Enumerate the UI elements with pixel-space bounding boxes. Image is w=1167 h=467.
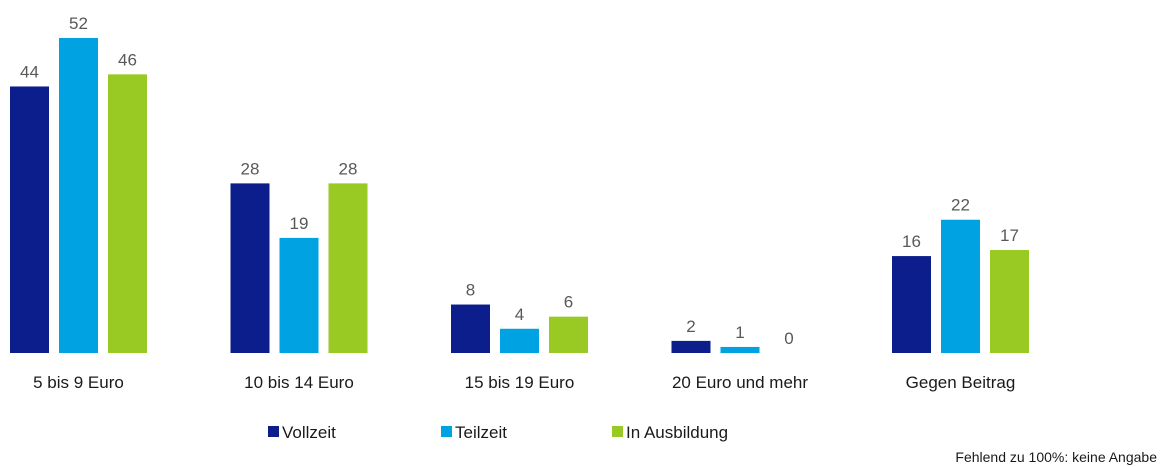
bar xyxy=(990,250,1029,353)
bar xyxy=(500,328,539,353)
legend-label: In Ausbildung xyxy=(626,423,728,442)
bar xyxy=(328,183,368,353)
bar xyxy=(671,340,711,353)
legend-label: Teilzeit xyxy=(455,423,507,442)
value-label: 1 xyxy=(735,323,744,342)
bar xyxy=(549,316,588,353)
value-label: 46 xyxy=(118,50,137,69)
value-label: 17 xyxy=(1000,226,1019,245)
legend-label: Vollzeit xyxy=(282,423,336,442)
bar xyxy=(59,38,98,353)
legend-swatch xyxy=(268,426,279,437)
value-label: 0 xyxy=(784,329,793,348)
value-label: 44 xyxy=(20,62,39,81)
bar xyxy=(10,86,49,353)
value-label: 16 xyxy=(902,232,921,251)
legend-swatch xyxy=(612,426,623,437)
value-label: 8 xyxy=(466,281,475,300)
value-label: 28 xyxy=(339,159,358,178)
footnote: Fehlend zu 100%: keine Angabe xyxy=(955,449,1157,465)
value-label: 6 xyxy=(564,293,573,312)
bar xyxy=(230,183,270,353)
category-label: 5 bis 9 Euro xyxy=(33,373,124,392)
bar xyxy=(941,219,980,353)
bar xyxy=(451,304,490,353)
bar xyxy=(108,74,147,353)
value-label: 19 xyxy=(290,214,309,233)
value-label: 22 xyxy=(951,196,970,215)
legend-swatch xyxy=(441,426,452,437)
category-label: 20 Euro und mehr xyxy=(672,373,808,392)
value-label: 28 xyxy=(241,159,260,178)
category-label: 15 bis 19 Euro xyxy=(465,373,575,392)
value-label: 52 xyxy=(69,14,88,33)
category-label: 10 bis 14 Euro xyxy=(244,373,354,392)
bar xyxy=(279,237,319,353)
bar xyxy=(720,346,760,353)
value-label: 2 xyxy=(686,317,695,336)
category-label: Gegen Beitrag xyxy=(906,373,1016,392)
bar xyxy=(892,256,931,353)
value-label: 4 xyxy=(515,305,524,324)
